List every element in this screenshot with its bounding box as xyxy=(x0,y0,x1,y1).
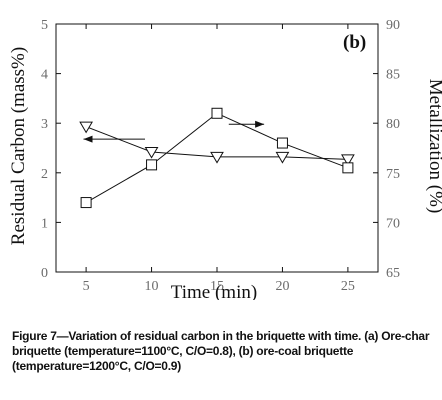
x-tick-label: 10 xyxy=(145,279,159,294)
metallization-point xyxy=(146,159,158,171)
y-right-tick-label: 65 xyxy=(386,266,400,281)
x-tick-label: 25 xyxy=(341,279,355,294)
y-left-tick-label: 3 xyxy=(41,117,48,132)
chart: 5 10 15 20 25 0 1 2 3 4 5 65 70 75 80 85 90 (b) Time (mi… xyxy=(8,18,442,300)
residual-carbon-point xyxy=(275,151,290,164)
residual-carbon-point xyxy=(210,151,224,164)
y-right-tick-label: 70 xyxy=(386,216,400,231)
plot-frame xyxy=(55,23,379,273)
residual-carbon-point xyxy=(79,121,93,134)
residual-carbon-point xyxy=(341,154,355,167)
y-axis-right-label: Metallization (%) xyxy=(425,79,442,214)
y-left-tick-label: 0 xyxy=(41,266,48,281)
y-right-tick-label: 80 xyxy=(386,117,400,132)
y-left-tick-label: 5 xyxy=(41,18,48,33)
y-left-tick-label: 2 xyxy=(41,167,48,182)
y-right-tick-label: 90 xyxy=(386,18,400,33)
panel-label: (b) xyxy=(343,32,366,53)
y-axis-left-label: Residual Carbon (mass%) xyxy=(8,47,29,245)
x-tick-label: 20 xyxy=(275,279,289,294)
x-tick-label: 5 xyxy=(83,279,90,294)
metallization-point xyxy=(80,197,92,209)
x-tick-label: 15 xyxy=(210,279,224,294)
residual-carbon-point xyxy=(144,146,159,159)
axis-arrow-head-right xyxy=(255,120,265,128)
y-left-tick-label: 4 xyxy=(41,68,48,83)
metallization-point xyxy=(276,137,288,149)
metallization-point xyxy=(211,107,223,119)
y-right-tick-label: 85 xyxy=(386,68,400,83)
axis-arrow-head-left xyxy=(83,135,93,143)
x-axis-label: Time (min) xyxy=(171,282,257,300)
y-right-tick-label: 75 xyxy=(386,167,400,182)
figure-caption: Figure 7—Variation of residual carbon in… xyxy=(12,329,430,373)
metallization-point xyxy=(342,162,354,174)
chart-svg: 5 10 15 20 25 0 1 2 3 4 5 65 70 75 80 85 90 (b) Time (mi… xyxy=(8,18,442,300)
y-left-tick-label: 1 xyxy=(41,216,48,231)
